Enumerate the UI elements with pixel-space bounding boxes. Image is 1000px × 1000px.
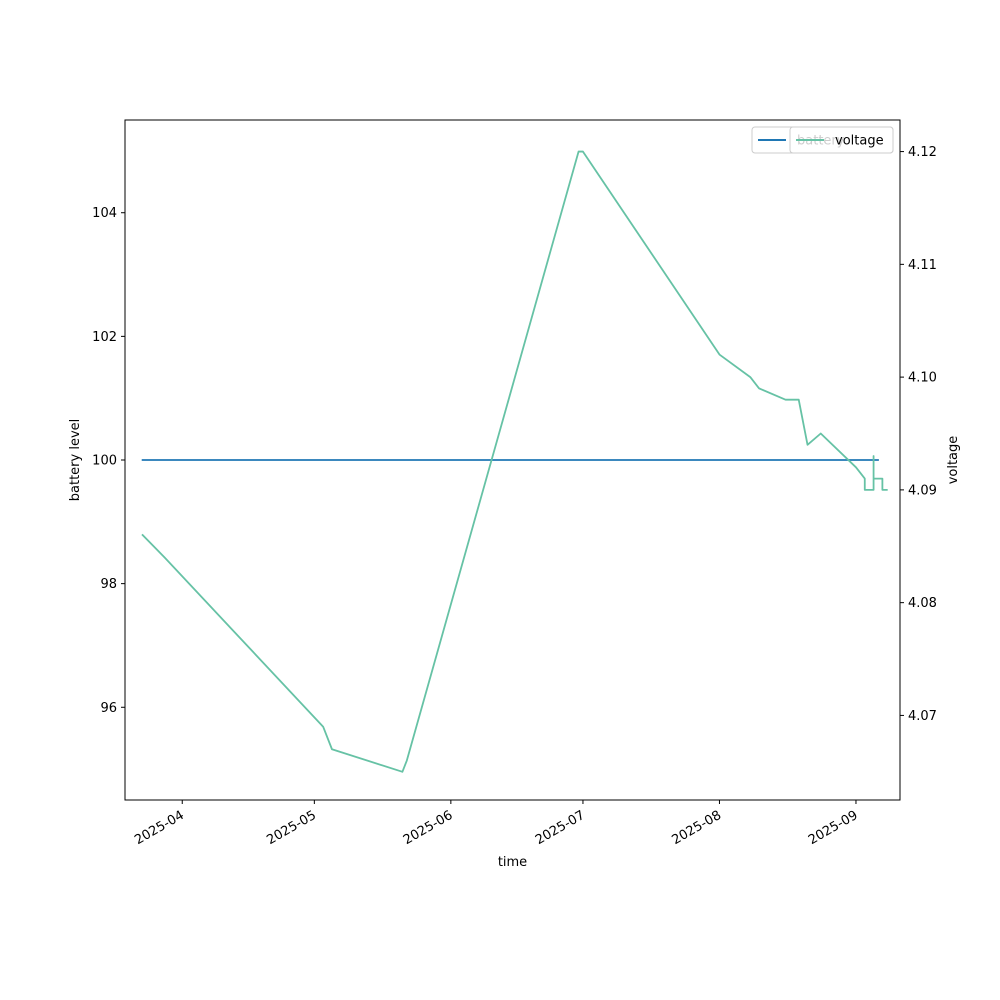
legend-1: voltage: [789, 126, 894, 154]
y-right-tick-label: 4.11: [908, 258, 937, 273]
x-axis-label: time: [498, 855, 527, 870]
y-right-tick-label: 4.08: [908, 596, 937, 611]
y-left-axis-label: battery level: [68, 419, 83, 502]
y-left-tick-label: 104: [92, 206, 117, 221]
y-right-tick-label: 4.10: [908, 371, 937, 386]
y-right-tick-label: 4.09: [908, 483, 937, 498]
legend-label-voltage: voltage: [835, 134, 884, 149]
y-left-tick-label: 96: [100, 701, 117, 716]
y-left-tick-label: 102: [92, 330, 117, 345]
legend-box: [789, 126, 894, 154]
plot-area: [141, 150, 888, 773]
legends: batteryvoltage: [751, 126, 894, 154]
y-right-tick-label: 4.12: [908, 145, 937, 160]
series-line-voltage: [141, 150, 888, 773]
y-left-tick-label: 100: [92, 454, 117, 469]
y-right-axis-label: voltage: [946, 436, 961, 485]
y-right-tick-label: 4.07: [908, 709, 937, 724]
y-left-tick-label: 98: [100, 577, 117, 592]
